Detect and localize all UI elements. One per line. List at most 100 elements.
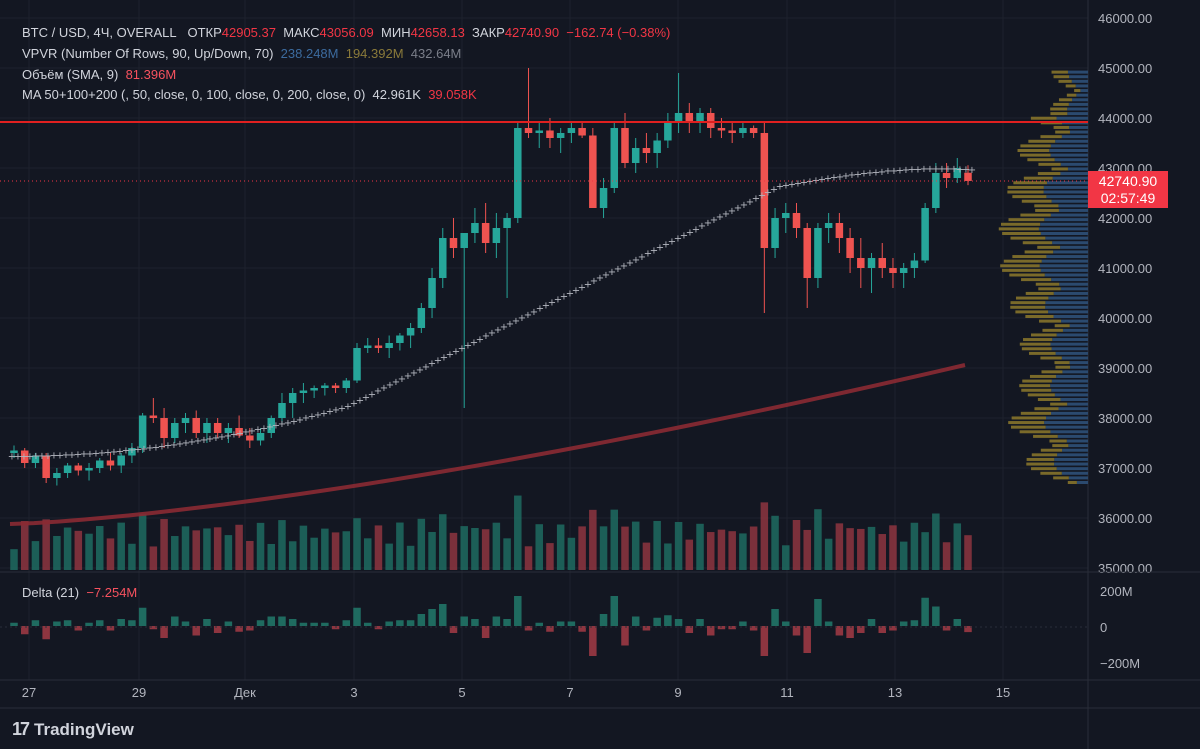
- ma50-marker: +: [818, 174, 826, 185]
- candle-body: [953, 168, 962, 178]
- vpvr-bar-down: [1050, 402, 1068, 406]
- price-axis-label: 39000.00: [1098, 361, 1152, 376]
- delta-bar: [889, 626, 897, 631]
- ma50-line: ++++++++++++++++++++++++++++++++++++++++…: [8, 164, 976, 462]
- candle-body: [42, 455, 50, 478]
- delta-value: −7.254M: [86, 585, 138, 600]
- candle-body: [321, 385, 329, 388]
- ma-legend[interactable]: MA 50+100+200 (, 50, close, 0, 100, clos…: [22, 87, 477, 103]
- vpvr-bar-up: [1049, 149, 1088, 152]
- ma50-marker: +: [506, 319, 514, 330]
- ma50-marker: +: [728, 206, 736, 217]
- ma50-marker: +: [854, 169, 862, 180]
- candle-body: [181, 418, 190, 423]
- delta-bar: [10, 622, 18, 626]
- ma50-marker: +: [410, 368, 418, 379]
- vpvr-bar-down: [1020, 411, 1052, 415]
- candle-body: [417, 308, 426, 328]
- volume-legend[interactable]: Объём (SMA, 9) 81.396M: [22, 67, 176, 83]
- vpvr-bar-up: [1080, 89, 1088, 93]
- candle-body: [96, 460, 104, 468]
- ma50-marker: +: [440, 353, 448, 364]
- vpvr-bar-down: [1030, 333, 1057, 337]
- vpvr-bar-down: [1029, 374, 1057, 378]
- ma50-marker: +: [374, 386, 382, 397]
- ma50-marker: +: [614, 264, 622, 275]
- vpvr-bar-down: [1031, 453, 1058, 457]
- vpvr-bar-up: [1051, 411, 1088, 415]
- ma50-marker: +: [530, 307, 538, 318]
- vpvr-bar-up: [1040, 268, 1088, 272]
- volume-bar: [256, 522, 265, 570]
- ma50-marker: +: [464, 340, 472, 351]
- ma50-marker: +: [278, 419, 286, 430]
- delta-bar: [653, 617, 661, 626]
- ma50-marker: +: [86, 449, 94, 460]
- delta-bar: [428, 609, 436, 626]
- volume-bar: [10, 549, 18, 570]
- bar-countdown: 02:57:49: [1100, 190, 1156, 206]
- vpvr-bar-down: [1015, 310, 1049, 314]
- ma50-marker: +: [104, 447, 112, 458]
- vpvr-bar-up: [1050, 430, 1088, 434]
- vpvr-bar-down: [1053, 102, 1069, 106]
- last-price-tag: 42740.90 02:57:49: [1088, 171, 1168, 208]
- candle-body: [160, 418, 168, 438]
- ma50-marker: +: [212, 433, 220, 444]
- delta-bar: [867, 619, 876, 626]
- vpvr-bar-up: [1055, 139, 1088, 143]
- vpvr-bar-down: [1013, 181, 1047, 185]
- vpvr-bar-up: [1061, 319, 1088, 323]
- vpvr-bar-down: [1051, 167, 1068, 171]
- ma50-marker: +: [482, 331, 490, 342]
- price-axis-label: 40000.00: [1098, 311, 1152, 326]
- candle-body: [524, 128, 533, 133]
- ma50-marker: +: [734, 203, 742, 214]
- vpvr-bar-up: [1071, 79, 1088, 83]
- delta-legend[interactable]: Delta (21) −7.254M: [22, 585, 137, 600]
- volume-bar: [524, 546, 533, 570]
- ma50-marker: +: [20, 451, 28, 462]
- volume-bar: [353, 518, 361, 570]
- low-label: МИН: [381, 25, 411, 40]
- vpvr-bar-down: [1031, 467, 1057, 471]
- ma50-marker: +: [956, 164, 964, 175]
- vpvr-bar-up: [1067, 107, 1088, 111]
- symbol-label[interactable]: BTC / USD, 4Ч, OVERALL: [22, 25, 177, 40]
- delta-bar: [717, 626, 726, 630]
- tradingview-logo[interactable]: 17 TradingView: [12, 719, 134, 740]
- delta-bar: [149, 626, 158, 630]
- delta-bar: [631, 616, 640, 626]
- ma50-marker: +: [848, 170, 856, 181]
- vpvr-bar-down: [1038, 287, 1061, 291]
- vpvr-bar-up: [1050, 213, 1088, 217]
- vpvr-legend[interactable]: VPVR (Number Of Rows, 90, Up/Down, 70) 2…: [22, 46, 461, 62]
- ma50-marker: +: [620, 261, 628, 272]
- volume-bar: [706, 532, 715, 570]
- ma50-marker: +: [80, 449, 88, 460]
- volume-bar: [674, 521, 683, 570]
- ma50-marker: +: [356, 395, 364, 406]
- candle-body: [224, 428, 233, 433]
- volume-bar: [85, 533, 93, 570]
- candle-body: [514, 128, 522, 218]
- ma50-marker: +: [932, 164, 940, 175]
- vpvr-bar-down: [1020, 153, 1051, 157]
- volume-bar: [481, 529, 490, 570]
- candle-body: [899, 268, 908, 273]
- volume-bar: [717, 529, 726, 570]
- vpvr-bar-down: [1024, 250, 1054, 254]
- delta-bar: [932, 606, 940, 626]
- volume-bar: [138, 514, 147, 570]
- candle-body: [782, 213, 790, 218]
- candle-body: [385, 343, 393, 348]
- vpvr-bar-up: [1061, 135, 1088, 139]
- candle-body: [20, 450, 29, 463]
- ma50-marker: +: [800, 177, 808, 188]
- delta-bar: [857, 626, 865, 633]
- delta-bar: [85, 622, 93, 626]
- ma-value-1: 42.961K: [372, 87, 421, 102]
- delta-bar: [524, 626, 533, 631]
- delta-bar: [706, 626, 715, 636]
